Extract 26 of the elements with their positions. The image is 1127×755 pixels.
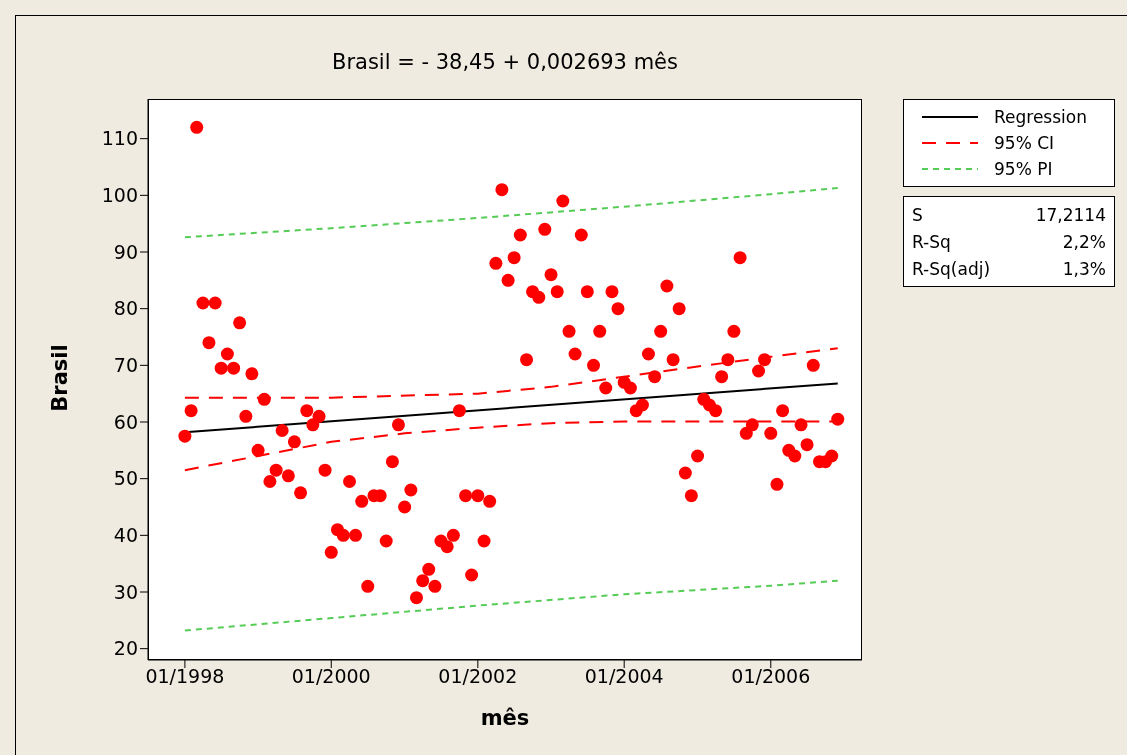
- chart-title: Brasil = - 38,45 + 0,002693 mês: [331, 50, 679, 74]
- y-tick-label: 110: [101, 127, 138, 150]
- y-tick-label: 40: [113, 524, 138, 547]
- line-series: [183, 186, 839, 239]
- line-series: [183, 579, 839, 632]
- y-tick-label: 70: [113, 354, 138, 377]
- y-tick-label: 30: [113, 580, 138, 603]
- x-axis-title: mês: [479, 706, 531, 730]
- text: S 17,2114: [912, 204, 1106, 225]
- y-tick-label: 90: [113, 240, 138, 263]
- y-axis-title: Brasil: [48, 342, 72, 414]
- text: R-Sq 2,2%: [912, 231, 1106, 252]
- legend-label: Regression: [994, 107, 1087, 127]
- text: R-Sq(adj) 1,3%: [912, 258, 1106, 279]
- y-tick-label: 80: [113, 297, 138, 320]
- y-tick-label: 20: [113, 637, 138, 660]
- x-tick-label: 01/2004: [584, 665, 664, 688]
- x-tick-label: 01/2002: [438, 665, 518, 688]
- y-tick-label: 50: [113, 467, 138, 490]
- y-tick-label: 100: [101, 184, 138, 207]
- x-tick-label: 01/2000: [291, 665, 371, 688]
- y-tick-label: 60: [113, 410, 138, 433]
- x-tick-label: 01/1998: [145, 665, 225, 688]
- legend-label: 95% PI: [994, 159, 1053, 179]
- x-tick-label: 01/2006: [731, 665, 811, 688]
- legend-label: 95% CI: [994, 133, 1055, 153]
